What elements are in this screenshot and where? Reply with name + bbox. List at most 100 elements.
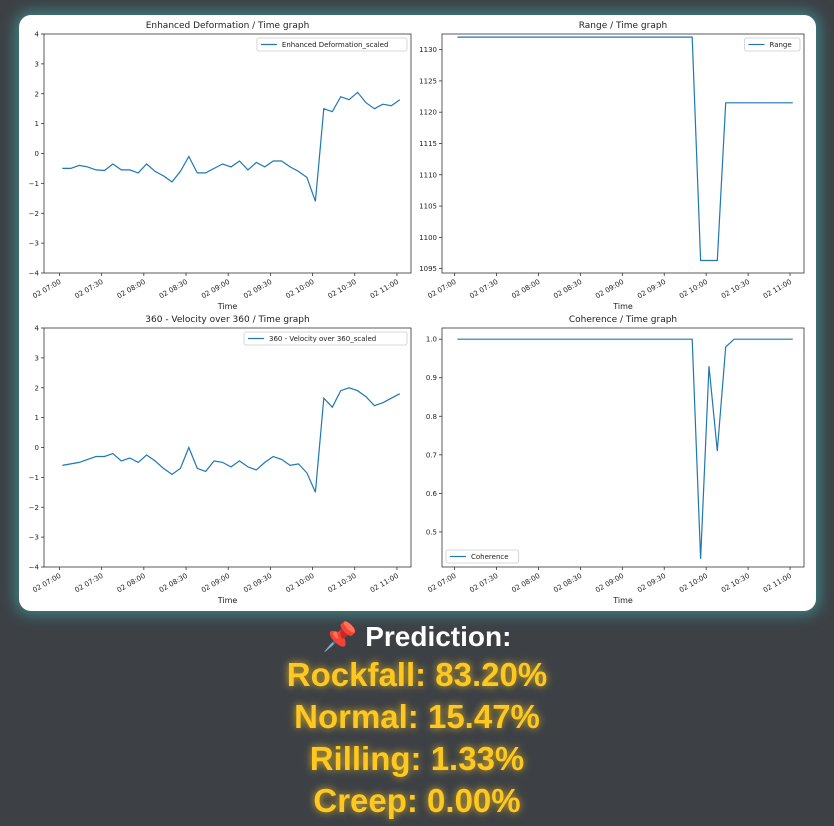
axes-frame xyxy=(43,33,412,274)
x-tick-label: 02 08:00 xyxy=(510,278,541,301)
y-tick-label: 1120 xyxy=(419,109,437,117)
y-tick-label: 1110 xyxy=(419,171,437,179)
x-tick-label: 02 09:30 xyxy=(242,572,273,595)
x-axis-label: Time xyxy=(612,302,633,311)
x-tick-label: 02 10:00 xyxy=(284,572,315,595)
legend-label: Range xyxy=(770,41,792,49)
x-tick-label: 02 07:00 xyxy=(426,278,457,301)
prediction-line: Rilling: 1.33% xyxy=(309,740,525,777)
x-tick-label: 02 10:00 xyxy=(678,278,709,301)
y-tick-label: −4 xyxy=(29,564,40,572)
y-tick-label: 2 xyxy=(35,384,39,392)
x-tick-label: 02 11:00 xyxy=(369,278,400,301)
x-tick-label: 02 08:00 xyxy=(510,572,541,595)
series-line xyxy=(62,387,401,493)
x-tick-label: 02 10:30 xyxy=(720,572,751,595)
legend-label: Coherence xyxy=(471,553,509,561)
x-tick-label: 02 10:30 xyxy=(327,572,358,595)
y-tick-label: −3 xyxy=(29,534,39,542)
x-tick-label: 02 09:00 xyxy=(200,278,231,301)
legend-label: 360 - Velocity over 360_scaled xyxy=(269,335,376,343)
legend-box xyxy=(744,37,801,52)
series-line xyxy=(457,36,793,262)
legend-label: Enhanced Deformation_scaled xyxy=(282,41,389,49)
y-tick-label: 0.6 xyxy=(426,490,438,498)
chart-title: Coherence / Time graph xyxy=(569,315,677,325)
x-tick-label: 02 07:00 xyxy=(31,278,62,301)
x-tick-label: 02 11:00 xyxy=(762,278,793,301)
x-tick-label: 02 08:30 xyxy=(158,572,189,595)
x-tick-label: 02 07:30 xyxy=(468,278,499,301)
axes-frame xyxy=(441,33,805,274)
y-tick-label: 1130 xyxy=(419,46,437,54)
y-tick-label: 0.7 xyxy=(426,451,437,459)
y-tick-label: 0 xyxy=(35,150,39,158)
y-tick-label: −2 xyxy=(29,210,39,218)
y-tick-label: 3 xyxy=(35,60,39,68)
axes-frame xyxy=(441,327,805,568)
chart-title: 360 - Velocity over 360 / Time graph xyxy=(145,315,309,325)
y-tick-label: 0.8 xyxy=(426,413,437,421)
y-tick-label: −2 xyxy=(29,504,39,512)
y-tick-label: 1105 xyxy=(419,203,437,211)
x-tick-label: 02 07:30 xyxy=(74,278,105,301)
chart-title: Range / Time graph xyxy=(579,21,668,31)
y-tick-label: −3 xyxy=(29,240,39,248)
x-tick-label: 02 09:00 xyxy=(594,572,625,595)
legend-box xyxy=(445,549,520,564)
y-tick-label: −1 xyxy=(29,474,39,482)
x-tick-label: 02 08:30 xyxy=(552,572,583,595)
chart-panel xyxy=(19,15,816,611)
series-line xyxy=(457,338,793,559)
x-tick-label: 02 08:00 xyxy=(116,572,147,595)
y-tick-label: 4 xyxy=(35,31,40,39)
x-axis-label: Time xyxy=(217,302,238,311)
y-tick-label: 1100 xyxy=(419,234,437,242)
y-tick-label: 1 xyxy=(35,414,39,422)
x-tick-label: 02 09:00 xyxy=(200,572,231,595)
prediction-line: Normal: 15.47% xyxy=(294,698,540,735)
x-tick-label: 02 08:00 xyxy=(116,278,147,301)
x-tick-label: 02 08:30 xyxy=(552,278,583,301)
y-tick-label: 1 xyxy=(35,120,39,128)
y-tick-label: 1125 xyxy=(419,77,437,85)
prediction-title: 📌 Prediction: xyxy=(322,621,512,652)
y-tick-label: 0.9 xyxy=(426,374,437,382)
y-tick-label: −4 xyxy=(29,270,40,278)
series-line xyxy=(62,91,401,202)
y-tick-label: 3 xyxy=(35,354,39,362)
x-axis-label: Time xyxy=(217,596,238,605)
x-tick-label: 02 07:30 xyxy=(74,572,105,595)
x-tick-label: 02 09:30 xyxy=(636,278,667,301)
x-tick-label: 02 11:00 xyxy=(762,572,793,595)
x-tick-label: 02 10:00 xyxy=(284,278,315,301)
x-tick-label: 02 08:30 xyxy=(158,278,189,301)
y-tick-label: 1095 xyxy=(419,265,437,273)
y-tick-label: −1 xyxy=(29,180,39,188)
y-tick-label: 2 xyxy=(35,90,39,98)
x-tick-label: 02 09:30 xyxy=(636,572,667,595)
x-tick-label: 02 07:00 xyxy=(31,572,62,595)
x-tick-label: 02 11:00 xyxy=(369,572,400,595)
y-tick-label: 0 xyxy=(35,444,39,452)
y-tick-label: 1115 xyxy=(419,140,437,148)
x-tick-label: 02 09:30 xyxy=(242,278,273,301)
x-tick-label: 02 10:30 xyxy=(327,278,358,301)
legend-box xyxy=(256,37,408,52)
y-tick-label: 1.0 xyxy=(426,336,437,344)
legend-box xyxy=(243,331,408,346)
prediction-line: Creep: 0.00% xyxy=(313,782,521,819)
x-tick-label: 02 10:00 xyxy=(678,572,709,595)
x-axis-label: Time xyxy=(612,596,633,605)
x-tick-label: 02 07:00 xyxy=(426,572,457,595)
x-tick-label: 02 10:30 xyxy=(720,278,751,301)
y-tick-label: 4 xyxy=(35,325,40,333)
chart-title: Enhanced Deformation / Time graph xyxy=(146,21,310,31)
x-tick-label: 02 09:00 xyxy=(594,278,625,301)
y-tick-label: 0.5 xyxy=(426,528,437,536)
x-tick-label: 02 07:30 xyxy=(468,572,499,595)
prediction-line: Rockfall: 83.20% xyxy=(286,656,548,693)
charts: Enhanced Deformation / Time graph Time −4 −… xyxy=(29,21,805,605)
axes-frame xyxy=(43,327,412,568)
